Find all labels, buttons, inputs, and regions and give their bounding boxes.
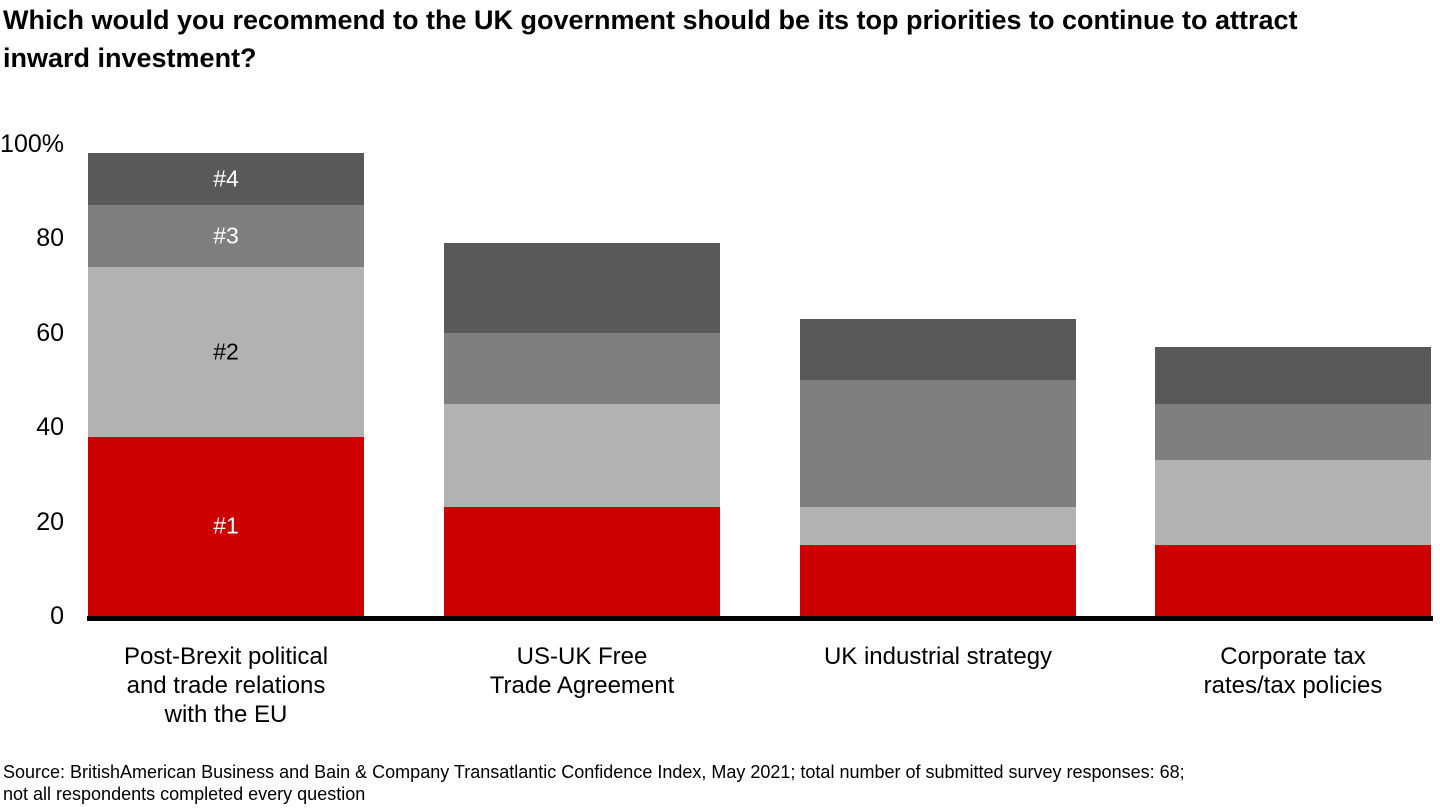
y-axis-tick-label: 80	[36, 224, 64, 253]
segment-rank-label: #2	[213, 338, 239, 365]
category-label-line: Post-Brexit political	[123, 643, 329, 670]
bar-segment-rank2	[88, 266, 364, 437]
category-label-line: Corporate tax	[1220, 643, 1366, 670]
bar-segment-rank1	[800, 545, 1076, 616]
bar-segment-rank2	[444, 403, 720, 508]
category-label-line: US-UK Free	[516, 643, 648, 670]
x-axis-category-label: Post-Brexit political and trade relations…	[46, 642, 406, 729]
bar-segment-rank2	[1155, 460, 1431, 546]
category-label-line: and trade relations	[126, 672, 326, 699]
bar-segment-rank1	[88, 436, 364, 616]
source-note-line-2: not all respondents completed every ques…	[3, 784, 366, 804]
source-note: Source: BritishAmerican Business and Bai…	[3, 761, 1303, 805]
bar-segment-rank3	[1155, 403, 1431, 461]
x-axis-category-label: US-UK Free Trade Agreement	[402, 642, 762, 700]
x-axis-category-label: Corporate tax rates/tax policies	[1113, 642, 1440, 700]
category-label-line: with the EU	[164, 701, 288, 728]
y-axis-tick-label: 40	[36, 413, 64, 442]
bar-segment-rank3	[800, 379, 1076, 508]
category-label-line: UK industrial strategy	[823, 643, 1053, 670]
bar-segment-rank4	[1155, 346, 1431, 404]
chart-title: Which would you recommend to the UK gove…	[3, 5, 1298, 73]
bar-segment-rank4	[444, 242, 720, 333]
segment-rank-label: #3	[213, 222, 239, 249]
y-axis-tick-label: 60	[36, 318, 64, 347]
bar-segment-rank2	[800, 507, 1076, 546]
segment-rank-label: #4	[213, 165, 239, 192]
category-label-line: rates/tax policies	[1203, 672, 1383, 699]
x-axis-line	[87, 616, 1433, 621]
y-axis-tick-label: 100%	[0, 129, 64, 158]
category-label-line: Trade Agreement	[489, 672, 675, 699]
bar-segment-rank1	[1155, 545, 1431, 616]
bar-segment-rank4	[88, 153, 364, 206]
bar-segment-rank1	[444, 507, 720, 616]
x-axis-category-label: UK industrial strategy	[758, 642, 1118, 671]
segment-rank-label: #1	[213, 512, 239, 539]
y-axis-tick-label: 20	[36, 507, 64, 536]
bar-segment-rank3	[88, 205, 364, 267]
y-axis-tick-label: 0	[50, 602, 64, 630]
bar-segment-rank3	[444, 332, 720, 404]
bar-segment-rank4	[800, 318, 1076, 380]
source-note-line-1: Source: BritishAmerican Business and Bai…	[3, 762, 1185, 782]
